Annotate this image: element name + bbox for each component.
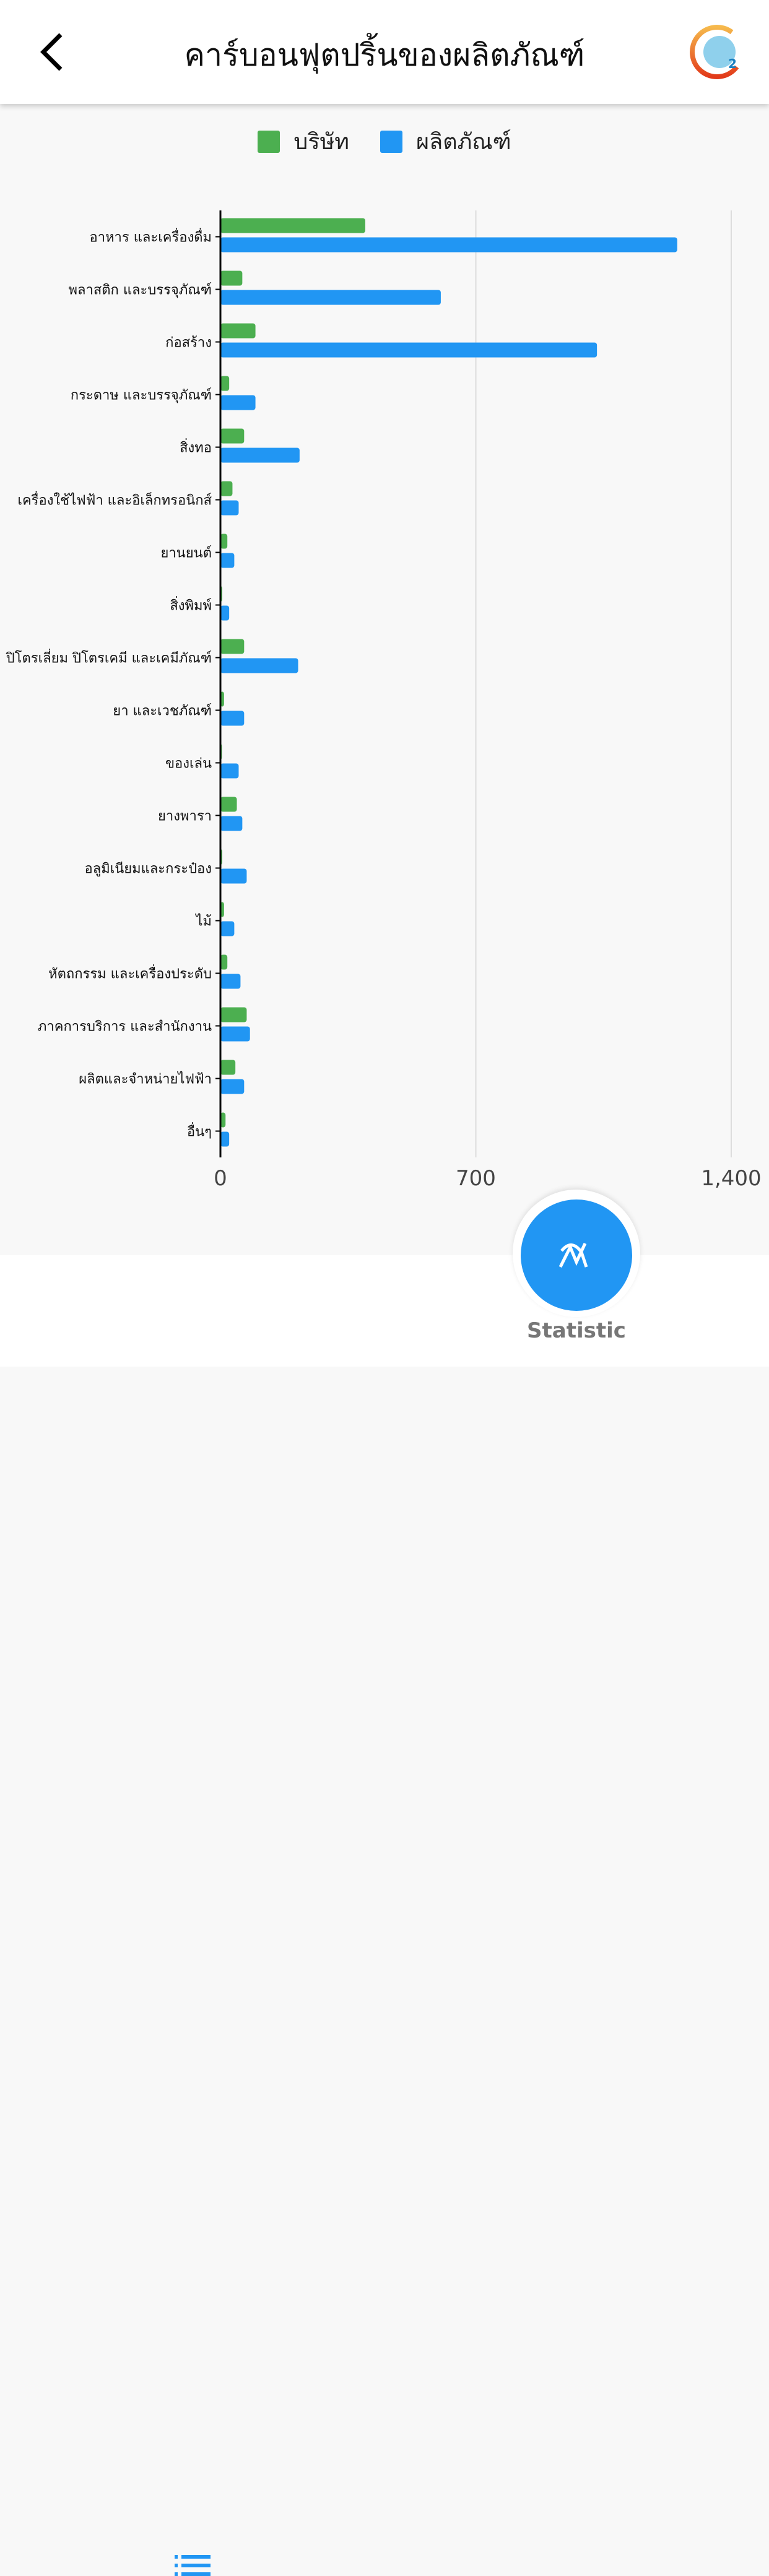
bar-company [220,481,233,496]
category-label: หัตถกรรม และเครื่องประดับ [48,964,212,982]
bar-product [220,921,235,936]
bar-company [220,639,245,654]
page-title: คาร์บอนฟุตปริ้นของผลิตภัณฑ์ [184,37,585,73]
logo-icon: 2 [690,25,739,79]
svg-text:2: 2 [728,56,737,71]
bar-product [220,868,247,884]
category-label: ภาคการบริการ และสำนักงาน [38,1019,212,1035]
legend-item-product[interactable]: ผลิตภัณฑ์ [380,124,511,159]
bar-product [220,974,241,989]
bar-company [220,323,256,339]
bottom-nav [0,1255,769,2576]
category-label: พลาสติก และบรรจุภัณฑ์ [68,283,212,298]
bar-company [220,376,230,391]
bar-product [220,395,256,410]
bar-product [220,605,230,621]
legend-swatch [380,130,403,153]
bar-product [220,237,677,253]
bar-company [220,954,228,970]
category-label: เครื่องใช้ไฟฟ้า และอิเล็กทรอนิกส์ [17,491,212,509]
bar-product [220,711,245,726]
bar-product [220,500,239,516]
bar-company [220,797,237,812]
bar-company [220,1060,236,1075]
bar-company [220,270,243,286]
chart-line-icon [558,1242,588,1268]
bar-product [220,1131,230,1147]
bar-company [220,428,245,444]
category-label: ผลิตและจำหน่ายไฟฟ้า [79,1071,212,1087]
list-icon[interactable] [175,2555,211,2576]
x-tick-label: 1,400 [701,1166,761,1191]
bar-company [220,1007,247,1022]
chart-legend: บริษัท ผลิตภัณฑ์ [0,124,769,159]
back-chevron-icon[interactable] [37,32,68,72]
legend-swatch [258,130,280,153]
category-label: อื่นๆ [187,1122,212,1140]
bar-product [220,342,597,358]
bar-product [220,553,235,568]
statistic-label: Statistic [527,1318,626,1343]
bar-product [220,1079,245,1094]
legend-label: ผลิตภัณฑ์ [416,129,511,155]
bar-product [220,290,441,305]
x-tick-label: 0 [214,1166,227,1191]
category-label: ก่อสร้าง [165,335,212,351]
category-label: ปิโตรเลี่ยม ปิโตรเคมี และเคมีภัณฑ์ [6,649,212,667]
category-label: ไม้ [194,914,212,930]
legend-item-company[interactable]: บริษัท [258,124,349,159]
category-label: อาหาร และเครื่องดื่ม [89,228,212,246]
bar-company [220,1112,226,1128]
category-label: กระดาษ และบรรจุภัณฑ์ [71,388,212,404]
bar-company [220,534,228,549]
category-label: ยานยนต์ [161,546,212,561]
bar-product [220,816,243,831]
category-label: ยางพารา [158,809,212,824]
category-label: อลูมิเนียมและกระป๋อง [85,862,212,877]
bar-product [220,763,239,779]
bar-product [220,658,298,673]
bar-company [220,218,365,233]
category-label: ของเล่น [165,756,212,772]
category-label: ยา และเวชภัณฑ์ [113,704,212,719]
bar-product [220,1026,250,1042]
category-label: สิ่งทอ [180,438,212,456]
x-tick-label: 700 [456,1166,496,1191]
statistic-button[interactable] [521,1199,632,1311]
app-header: คาร์บอนฟุตปริ้นของผลิตภัณฑ์ 2 [0,0,769,104]
category-label: สิ่งพิมพ์ [170,596,212,614]
bar-product [220,447,300,463]
legend-label: บริษัท [293,129,350,155]
